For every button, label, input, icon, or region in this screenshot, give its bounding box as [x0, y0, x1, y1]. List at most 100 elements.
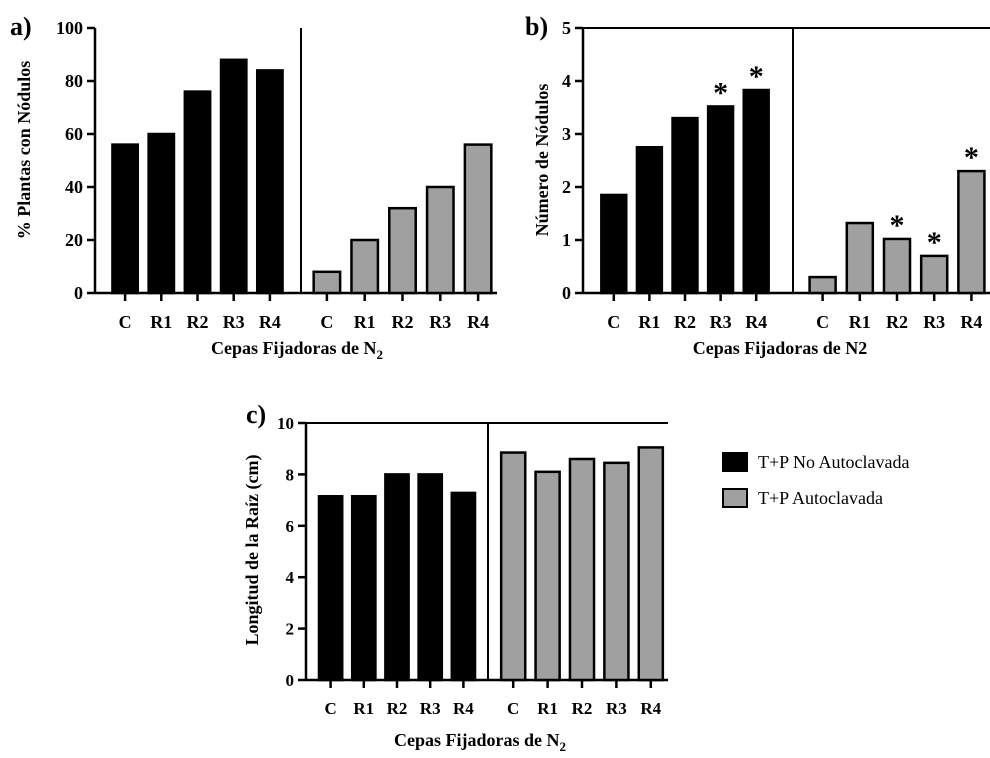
chart-panel-a: a) % Plantas con Nódulos Cepas Fijadoras d…	[10, 12, 497, 362]
y-axis-title: % Plantas con Nódulos	[14, 61, 34, 240]
bar-no-autoclavada-R1	[147, 132, 176, 295]
legend-item-autoclavada: T+P Autoclavada	[722, 487, 909, 509]
x-tick-label: R3	[923, 312, 945, 332]
bar-autoclavada-R3	[425, 185, 455, 295]
bar-autoclavada-R1	[350, 238, 380, 295]
bar-no-autoclavada-R3	[417, 473, 444, 682]
x-tick-label: R1	[849, 312, 871, 332]
legend-item-no-autoclavada: T+P No Autoclavada	[722, 451, 909, 473]
y-axis-title: Longitud de la Raíz (cm)	[242, 454, 263, 645]
x-axis-title: Cepas Fijadoras de N2	[693, 338, 868, 358]
y-tick-label: 3	[562, 124, 571, 144]
bar-no-autoclavada-C	[111, 143, 140, 295]
x-tick-label: R1	[353, 699, 374, 718]
bar-autoclavada-R2	[568, 457, 596, 682]
significance-star: *	[964, 141, 979, 174]
x-tick-label: R2	[387, 699, 408, 718]
bar-no-autoclavada-C	[600, 193, 628, 295]
x-tick-label: R4	[960, 312, 982, 332]
x-tick-label: R4	[453, 699, 474, 718]
bar-autoclavada-C	[499, 451, 527, 682]
x-tick-label: R2	[187, 312, 209, 332]
bar-no-autoclavada-R4	[255, 69, 284, 295]
bar-autoclavada-R3	[603, 461, 630, 682]
x-tick-label: R3	[420, 699, 441, 718]
x-tick-label: R3	[223, 312, 245, 332]
legend-label-no-autoclavada: T+P No Autoclavada	[758, 451, 910, 472]
legend: T+P No Autoclavada T+P Autoclavada	[722, 451, 909, 523]
x-tick-label: R4	[745, 312, 767, 332]
bar-autoclavada-C	[808, 275, 837, 295]
y-tick-label: 0	[562, 283, 571, 303]
x-tick-label: C	[507, 699, 519, 718]
legend-swatch-gray	[722, 488, 748, 508]
bar-autoclavada-R4	[957, 169, 986, 295]
chart-panel-b: b) Número de Nódulos Cepas Fijadoras de N2…	[525, 12, 990, 358]
bar-no-autoclavada-R4	[742, 88, 770, 295]
significance-star: *	[890, 209, 905, 242]
x-tick-label: R3	[429, 312, 451, 332]
y-tick-label: 4	[562, 71, 571, 91]
x-tick-label: R3	[606, 699, 627, 718]
x-tick-label: R1	[537, 699, 558, 718]
x-axis-title-subscript: 2	[560, 739, 567, 754]
bar-no-autoclavada-R4	[450, 491, 477, 682]
bar-autoclavada-R4	[463, 143, 493, 295]
bar-no-autoclavada-C	[317, 494, 344, 682]
bar-no-autoclavada-R2	[384, 473, 410, 682]
chart-panel-c: c) Longitud de la Raíz (cm) Cepas Fijadora…	[242, 400, 668, 754]
y-axis-title: Número de Nódulos	[532, 84, 552, 237]
legend-swatch-black	[722, 452, 748, 472]
x-tick-label: R2	[674, 312, 696, 332]
y-tick-label: 20	[65, 230, 83, 250]
y-tick-label: 0	[286, 671, 295, 690]
bar-no-autoclavada-R1	[350, 494, 377, 682]
x-tick-label: R2	[572, 699, 593, 718]
y-tick-label: 6	[286, 517, 295, 536]
bar-no-autoclavada-R3	[219, 58, 248, 295]
y-tick-label: 0	[74, 283, 83, 303]
y-tick-label: 5	[562, 18, 571, 38]
bar-no-autoclavada-R1	[635, 146, 664, 295]
panel-label: b)	[525, 12, 548, 41]
x-tick-label: R4	[640, 699, 661, 718]
x-tick-label: R1	[150, 312, 172, 332]
x-tick-label: R2	[886, 312, 908, 332]
significance-star: *	[927, 226, 942, 259]
x-axis-title-subscript: 2	[377, 347, 384, 362]
significance-star: *	[713, 76, 728, 109]
bar-autoclavada-R2	[388, 206, 417, 295]
x-tick-label: C	[816, 312, 829, 332]
y-tick-label: 100	[56, 18, 83, 38]
x-tick-label: C	[320, 312, 333, 332]
bar-autoclavada-R4	[637, 446, 665, 682]
bar-autoclavada-R3	[919, 254, 949, 295]
x-tick-label: R4	[467, 312, 489, 332]
panel-label: c)	[246, 400, 266, 429]
y-tick-label: 1	[562, 230, 571, 250]
y-tick-label: 60	[65, 124, 83, 144]
x-tick-label: R2	[392, 312, 414, 332]
panel-label: a)	[10, 12, 32, 41]
y-tick-label: 40	[65, 177, 83, 197]
x-tick-label: C	[607, 312, 620, 332]
bar-autoclavada-R1	[534, 470, 561, 682]
x-tick-label: R1	[638, 312, 660, 332]
x-tick-label: R1	[354, 312, 376, 332]
bar-autoclavada-R1	[845, 221, 875, 295]
y-tick-label: 8	[286, 465, 295, 484]
x-axis-title: Cepas Fijadoras de N2	[394, 730, 566, 754]
x-tick-label: R3	[710, 312, 732, 332]
bar-autoclavada-R2	[882, 237, 912, 295]
y-tick-label: 4	[286, 568, 295, 587]
x-axis-title: Cepas Fijadoras de N2	[211, 338, 383, 362]
y-tick-label: 2	[286, 620, 295, 639]
x-tick-label: C	[119, 312, 132, 332]
y-tick-label: 10	[277, 414, 294, 433]
bar-no-autoclavada-R2	[183, 90, 212, 295]
bar-no-autoclavada-R3	[706, 105, 735, 295]
y-tick-label: 2	[562, 177, 571, 197]
bar-no-autoclavada-R2	[671, 116, 699, 295]
x-tick-label: R4	[259, 312, 281, 332]
